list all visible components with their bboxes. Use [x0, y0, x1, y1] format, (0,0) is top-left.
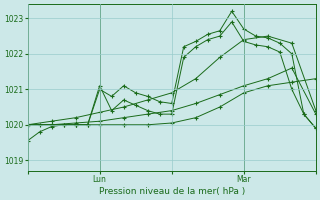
X-axis label: Pression niveau de la mer( hPa ): Pression niveau de la mer( hPa ): [99, 187, 245, 196]
